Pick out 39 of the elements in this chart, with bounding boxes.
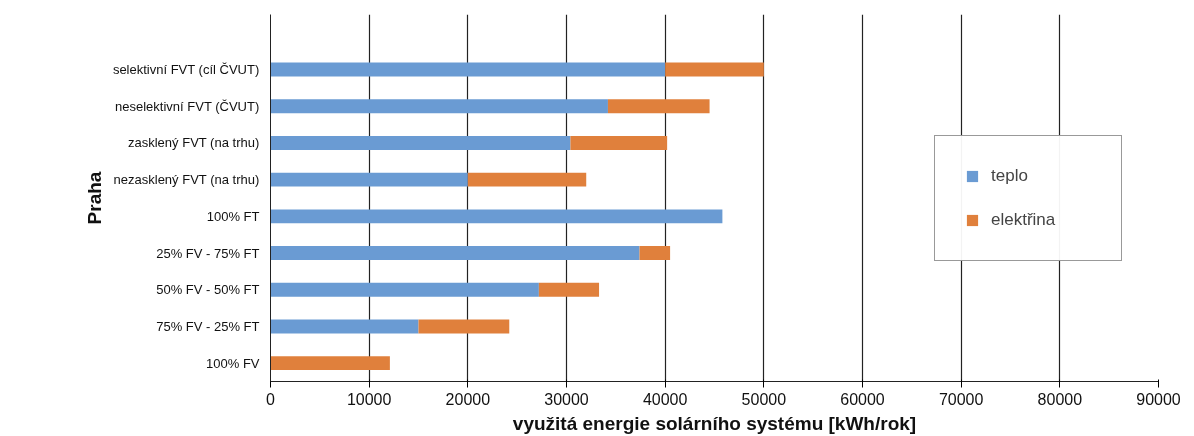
bar <box>270 135 571 150</box>
y-tick-label: zasklený FVT (na trhu) <box>128 135 260 151</box>
bar <box>270 62 666 77</box>
x-axis-title: využitá energie solárního systému [kWh/rok] <box>512 412 917 434</box>
bar <box>418 319 510 334</box>
y-tick-label: 50% FV - 50% FT <box>156 282 260 298</box>
bar <box>538 282 600 297</box>
x-tick-label: 10000 <box>346 390 392 408</box>
bar <box>467 172 587 187</box>
bar <box>270 99 608 114</box>
y-tick-label: 100% FV <box>206 355 260 371</box>
legend-label: teplo <box>991 165 1029 186</box>
x-tick-label: 90000 <box>1136 390 1181 408</box>
x-tick-label: 0 <box>266 390 276 408</box>
x-tick-label: 60000 <box>840 390 885 408</box>
y-tick-label: selektivní FVT (cíl ČVUT) <box>112 62 260 78</box>
bar <box>270 356 390 371</box>
x-tick-label: 20000 <box>445 390 491 408</box>
bar <box>270 172 468 187</box>
bar <box>570 135 668 150</box>
x-tick-label: 50000 <box>741 390 787 408</box>
bar <box>270 282 539 297</box>
x-tick-label: 80000 <box>1037 390 1083 408</box>
legend-label: elektřina <box>991 209 1057 230</box>
y-tick-label: 75% FV - 25% FT <box>156 318 260 334</box>
x-tick-label: 30000 <box>544 390 589 408</box>
y-tick-label: 100% FT <box>206 208 260 224</box>
bar <box>607 99 710 114</box>
y-tick-label: 25% FV - 75% FT <box>156 245 260 261</box>
x-tick-label: 40000 <box>642 390 688 408</box>
bar <box>270 209 723 224</box>
y-axis-title: Praha <box>83 171 105 225</box>
y-tick-label: neselektivní FVT (ČVUT) <box>115 98 260 114</box>
bar <box>270 246 640 261</box>
bar <box>639 246 671 261</box>
bar <box>270 319 419 334</box>
bar <box>665 62 764 77</box>
x-tick-label: 70000 <box>938 390 984 408</box>
y-tick-label: nezasklený FVT (na trhu) <box>113 172 260 188</box>
